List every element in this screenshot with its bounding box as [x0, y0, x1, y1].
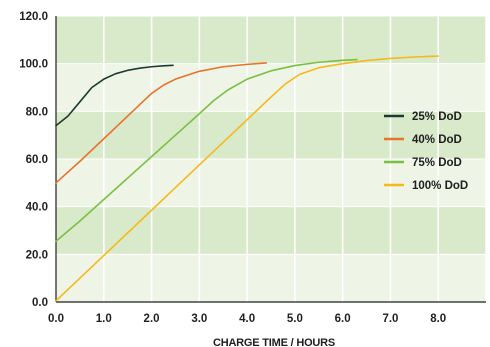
- x-tick-label: 3.0: [191, 313, 207, 325]
- plot-band: [56, 159, 486, 207]
- series-lines: [55, 55, 440, 302]
- plot-band: [56, 254, 486, 302]
- x-axis-title: CHARGE TIME / HOURS: [213, 337, 335, 347]
- legend-label: 75% DoD: [412, 157, 462, 169]
- plot-band: [56, 111, 486, 159]
- y-tick-label: 60.0: [26, 154, 48, 166]
- legend-label: 40% DoD: [412, 134, 462, 146]
- y-tick-label: 120.0: [19, 11, 48, 23]
- x-tick-labels: 0.0 1.0 2.0 3.0 4.0 5.0 6.0 7.0 8.0: [48, 313, 446, 325]
- legend-label: 25% DoD: [412, 111, 462, 123]
- x-tick-label: 6.0: [335, 313, 351, 325]
- y-tick-label: 0.0: [32, 297, 48, 309]
- x-tick-label: 7.0: [382, 313, 398, 325]
- x-tick-label: 4.0: [239, 313, 255, 325]
- plot-background: [56, 16, 486, 302]
- y-tick-label: 100.0: [19, 59, 48, 71]
- x-tick-label: 8.0: [430, 313, 446, 325]
- series-line-40-dod: [55, 62, 268, 184]
- legend: 25% DoD 40% DoD 75% DoD 100% DoD: [384, 111, 468, 192]
- legend-label: 100% DoD: [412, 180, 468, 192]
- horizontal-gridlines: [56, 15, 486, 255]
- y-tick-label: 80.0: [26, 106, 48, 118]
- x-tick-label: 0.0: [48, 313, 64, 325]
- plot-band: [56, 206, 486, 255]
- series-line-100-dod: [55, 55, 440, 302]
- x-tick-label: 5.0: [287, 313, 303, 325]
- series-line-75-dod: [55, 58, 358, 243]
- y-tick-label: 40.0: [26, 202, 48, 214]
- y-tick-labels: 0.0 20.0 40.0 60.0 80.0 100.0 120.0: [19, 11, 48, 309]
- series-line-25-dod: [55, 64, 174, 127]
- x-tick-label: 1.0: [96, 313, 112, 325]
- axes: [55, 16, 486, 303]
- plot-band: [56, 16, 486, 64]
- x-tick-label: 2.0: [144, 313, 160, 325]
- y-tick-label: 20.0: [26, 249, 48, 261]
